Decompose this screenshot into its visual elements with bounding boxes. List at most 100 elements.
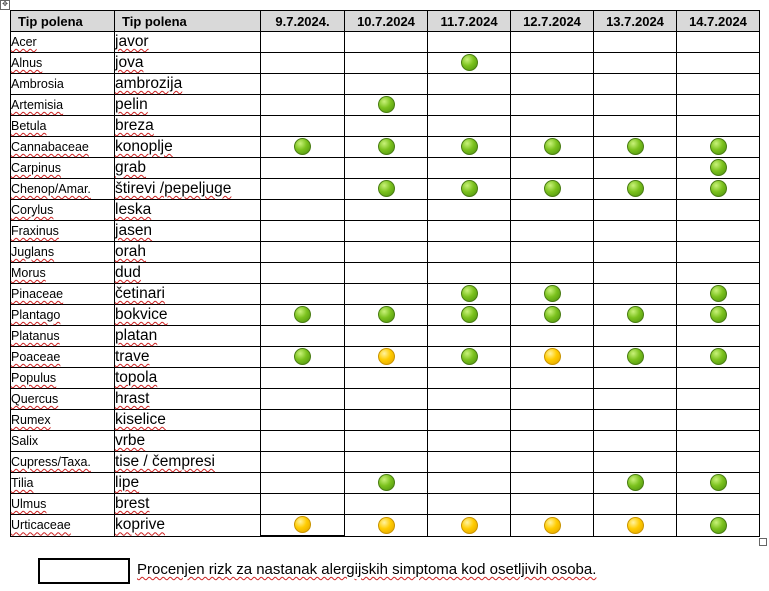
latin-name-cell: Quercus [10,388,115,410]
risk-cell [344,73,428,95]
latin-name: Betula [11,119,47,133]
latin-name: Populus [11,371,57,385]
green-dot-icon [460,306,478,324]
local-name: hrast [115,390,150,407]
risk-cell [344,325,428,347]
green-dot-icon [709,180,727,198]
header-date-5: 13.7.2024 [593,10,677,32]
table-resize-handle[interactable] [759,538,767,546]
risk-cell [593,262,677,284]
table-row: Ulmus brest [10,493,760,515]
local-name-cell: jasen [114,220,261,242]
local-name: topola [115,369,158,386]
risk-cell [260,73,345,95]
risk-cell [510,136,594,158]
risk-cell [427,493,511,515]
risk-cell [593,178,677,200]
risk-cell [344,409,428,431]
latin-name: Urticaceae [11,518,71,533]
risk-cell [510,409,594,431]
latin-name-cell: Plantago [10,304,115,326]
risk-cell [427,325,511,347]
green-dot-icon [460,285,478,303]
risk-cell [260,514,345,537]
green-dot-icon [543,306,561,324]
risk-cell [344,136,428,158]
green-dot-icon [709,285,727,303]
risk-cell [593,493,677,515]
header-latin: Tip polena [10,10,115,32]
risk-cell [510,493,594,515]
risk-cell [510,94,594,116]
risk-cell [593,346,677,368]
latin-name-cell: Morus [10,262,115,284]
risk-cell [344,493,428,515]
latin-name: Platanus [11,329,60,343]
green-dot-icon [460,180,478,198]
green-dot-icon [294,306,311,324]
latin-name-cell: Rumex [10,409,115,431]
risk-cell [427,283,511,305]
risk-cell [593,94,677,116]
local-name-cell: topola [114,367,261,389]
risk-cell [260,451,345,473]
risk-cell [344,262,428,284]
table-row: Fraxinus jasen [10,220,760,242]
risk-cell [593,304,677,326]
risk-cell [593,241,677,263]
risk-cell [593,367,677,389]
risk-cell [427,73,511,95]
risk-cell [427,430,511,452]
latin-name-cell: Platanus [10,325,115,347]
local-name-cell: trave [114,346,261,368]
header-local: Tip polena [114,10,261,32]
latin-name: Quercus [11,392,59,406]
risk-cell [593,409,677,431]
latin-name-cell: Poaceae [10,346,115,368]
risk-cell [260,157,345,179]
risk-cell [510,241,594,263]
green-dot-icon [543,138,561,156]
yellow-dot-icon [377,348,395,366]
risk-cell [593,115,677,137]
yellow-dot-icon [543,516,561,534]
local-name-cell: lipe [114,472,261,494]
risk-cell [510,388,594,410]
table-move-handle-icon[interactable]: ✥ [0,0,10,10]
table-row: Juglans orah [10,241,760,263]
risk-cell [427,136,511,158]
green-dot-icon [543,180,561,198]
risk-cell [260,388,345,410]
latin-name: Pinaceae [11,287,64,301]
local-name: konoplje [115,138,173,155]
green-dot-icon [709,348,727,366]
header-date-1: 9.7.2024. [260,10,345,32]
latin-name: Juglans [11,245,55,259]
latin-name-cell: Cupress/Taxa. [10,451,115,473]
local-name: grab [115,159,147,176]
risk-cell [510,178,594,200]
local-name: brest [115,495,150,512]
risk-cell [510,451,594,473]
table-row: Plantago bokvice [10,304,760,326]
risk-cell [510,514,594,537]
risk-cell [676,178,760,200]
risk-cell [510,283,594,305]
risk-cell [260,31,345,53]
table-row: Corylus leska [10,199,760,221]
risk-cell [510,52,594,74]
local-name-cell: brest [114,493,261,515]
table-row: Salix vrbe [10,430,760,452]
table-row: Pinaceae četinari [10,283,760,305]
local-name: dud [115,264,141,281]
risk-cell [260,241,345,263]
risk-cell [344,451,428,473]
latin-name: Carpinus [11,161,62,175]
risk-cell [260,220,345,242]
local-name-cell: tise / čempresi [114,451,261,473]
green-dot-icon [377,180,395,198]
yellow-dot-icon [460,516,478,534]
latin-name-cell: Pinaceae [10,283,115,305]
header-row: Tip polena Tip polena 9.7.2024. 10.7.202… [10,10,760,32]
risk-cell [260,283,345,305]
